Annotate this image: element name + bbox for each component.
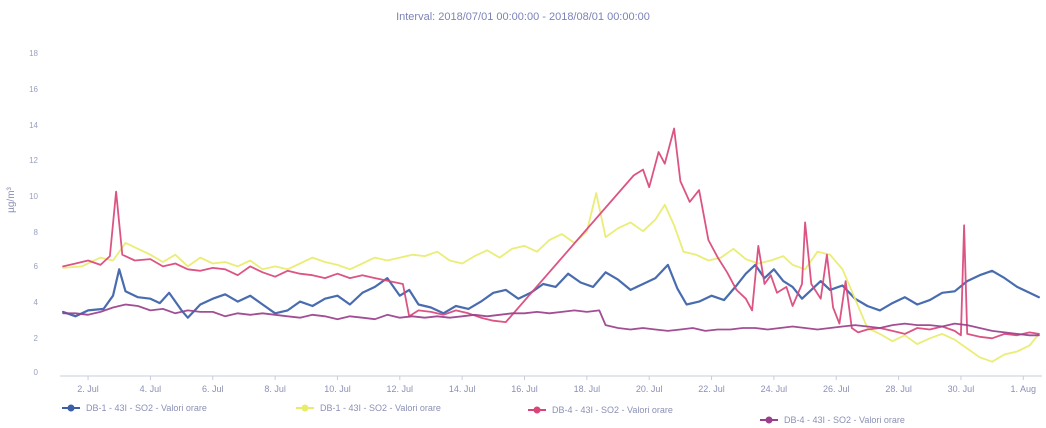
- y-tick-label: 16: [29, 85, 38, 94]
- legend-label: DB-1 - 43I - SO2 - Valori orare: [320, 403, 441, 413]
- x-tick-label: 28. Jul: [885, 384, 912, 394]
- x-tick-label: 4. Jul: [140, 384, 162, 394]
- legend-swatch-marker: [765, 416, 773, 424]
- x-tick-label: 20. Jul: [636, 384, 663, 394]
- y-tick-label: 12: [29, 156, 38, 165]
- y-tick-label: 10: [29, 192, 38, 201]
- y-tick-label: 6: [34, 262, 39, 271]
- legend-swatch-marker: [533, 406, 541, 414]
- x-tick-label: 8. Jul: [264, 384, 286, 394]
- x-tick-label: 6. Jul: [202, 384, 224, 394]
- y-axis-label: µg/m³: [6, 186, 17, 212]
- chart-title: Interval: 2018/07/01 00:00:00 - 2018/08/…: [396, 11, 650, 23]
- x-tick-label: 18. Jul: [574, 384, 601, 394]
- y-tick-label: 0: [34, 368, 39, 377]
- y-tick-label: 2: [34, 334, 39, 343]
- x-tick-label: 26. Jul: [823, 384, 850, 394]
- x-tick-label: 1. Aug: [1011, 384, 1037, 394]
- x-tick-label: 16. Jul: [511, 384, 538, 394]
- x-tick-label: 22. Jul: [698, 384, 725, 394]
- x-tick-label: 12. Jul: [387, 384, 414, 394]
- x-tick-label: 14. Jul: [449, 384, 476, 394]
- x-tick-label: 2. Jul: [77, 384, 99, 394]
- y-tick-label: 4: [34, 298, 39, 307]
- legend-label: DB-4 - 43I - SO2 - Valori orare: [552, 405, 673, 415]
- series-line-1: [62, 263, 1040, 319]
- series-line-4: [62, 303, 1040, 337]
- x-tick-label: 10. Jul: [324, 384, 351, 394]
- legend-swatch-marker: [67, 404, 75, 412]
- legend-label: DB-4 - 43I - SO2 - Valori orare: [784, 415, 905, 425]
- series-line-2: [62, 192, 1040, 363]
- y-tick-label: 8: [34, 228, 39, 237]
- x-tick-label: 24. Jul: [761, 384, 788, 394]
- series-line-3: [62, 127, 1040, 340]
- y-tick-label: 14: [29, 121, 38, 130]
- y-tick-label: 18: [29, 49, 38, 58]
- legend-label: DB-1 - 43I - SO2 - Valori orare: [86, 403, 207, 413]
- x-tick-label: 30. Jul: [948, 384, 975, 394]
- legend-swatch-marker: [301, 404, 309, 412]
